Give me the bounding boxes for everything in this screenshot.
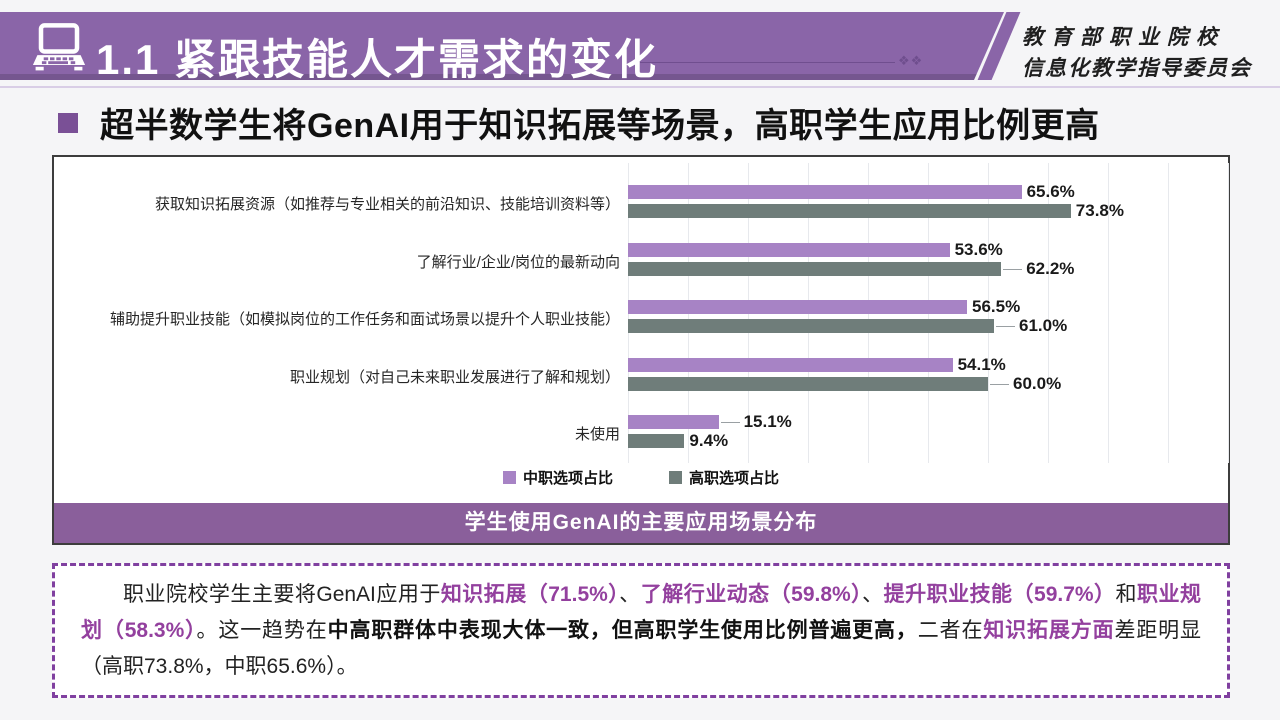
page-title: 1.1 紧跟技能人才需求的变化 [96, 36, 659, 83]
value-label-高职选项占比-0: 73.8% [1075, 201, 1124, 220]
bar-中职选项占比-0 [628, 185, 1022, 199]
laptop-icon [32, 22, 86, 77]
header-band [0, 12, 1004, 80]
legend-item-0: 中职选项占比 [502, 467, 613, 488]
chart-group-1: 了解行业/企业/岗位的最新动向 53.6% 62.2% [54, 239, 1228, 278]
organization-name: 教育部职业院校 信息化教学指导委员会 [1022, 22, 1252, 84]
summary-segment: 中高职群体中表现大体一致，但高职学生使用比例普遍更高， [327, 619, 918, 642]
organization-line1: 教育部职业院校 [1022, 25, 1225, 49]
value-label-高职选项占比-1: 62.2% [1026, 258, 1075, 278]
category-label-1: 了解行业/企业/岗位的最新动向 [416, 253, 620, 271]
gridline-70pct [1048, 163, 1049, 463]
header-flourish-decoration: ❖❖ [640, 53, 940, 76]
summary-segment: 职业规划（58.3%） [81, 583, 1201, 642]
summary-segment: 知识拓展（71.5%） [440, 583, 620, 606]
summary-segment: 二者在 [917, 619, 984, 642]
category-label-4: 未使用 [574, 426, 620, 443]
summary-text: 职业院校学生主要将GenAI应用于知识拓展（71.5%）、了解行业动态（59.8… [81, 577, 1201, 685]
bar-中职选项占比-2 [628, 300, 967, 314]
chart-group-3: 职业规划（对自己未来职业发展进行了解和规划） 54.1% 60.0% [54, 354, 1228, 393]
bar-中职选项占比-3 [628, 357, 953, 372]
value-label-中职选项占比-3: 54.1% [957, 354, 1006, 374]
leader-line [1003, 268, 1023, 270]
category-label-0: 获取知识拓展资源（如推荐与专业相关的前沿知识、技能培训资料等） [154, 196, 620, 213]
summary-segment: 。这一趋势在 [196, 619, 328, 642]
organization-line2: 信息化教学指导委员会 [1022, 56, 1252, 80]
headline-bullet-icon [58, 112, 78, 133]
value-label-高职选项占比-4: 9.4% [689, 431, 729, 450]
value-label-高职选项占比-3: 60.0% [1013, 373, 1062, 393]
gridline-90pct [1168, 163, 1169, 463]
gridline-80pct [1108, 163, 1109, 463]
legend-label: 中职选项占比 [522, 470, 613, 487]
legend-item-1: 高职选项占比 [669, 467, 779, 488]
header-divider [0, 86, 1280, 88]
summary-segment: 职业院校学生主要将GenAI应用于 [123, 583, 441, 606]
value-label-中职选项占比-4: 15.1% [743, 412, 792, 431]
leader-line [990, 383, 1009, 385]
summary-segment: 、 [619, 583, 641, 606]
chart-card: 获取知识拓展资源（如推荐与专业相关的前沿知识、技能培训资料等） 65.6% 73.8… [52, 155, 1230, 545]
summary-segment: 提升职业技能（59.7%） [883, 583, 1116, 606]
bar-中职选项占比-1 [628, 242, 950, 257]
gridline-60pct [988, 163, 989, 463]
chart-legend: 中职选项占比 高职选项占比 [54, 467, 1228, 488]
value-label-中职选项占比-1: 53.6% [954, 239, 1003, 259]
summary-segment: 差距明显（高职73.8%，中职65.6%）。 [81, 619, 1202, 678]
bar-高职选项占比-2 [628, 319, 994, 333]
value-label-中职选项占比-2: 56.5% [972, 297, 1021, 316]
summary-box: 职业院校学生主要将GenAI应用于知识拓展（71.5%）、了解行业动态（59.8… [52, 563, 1230, 698]
summary-segment: 和 [1115, 583, 1138, 606]
bar-中职选项占比-4 [628, 415, 719, 429]
chart-group-4: 未使用 15.1% 9.4% [54, 412, 1228, 450]
leader-line [720, 422, 740, 423]
bar-高职选项占比-0 [628, 204, 1071, 218]
chart-group-0: 获取知识拓展资源（如推荐与专业相关的前沿知识、技能培训资料等） 65.6% 73.8… [54, 182, 1228, 220]
chart-group-2: 辅助提升职业技能（如模拟岗位的工作任务和面试场景以提升个人职业技能） 56.5% 6… [54, 297, 1228, 335]
bar-高职选项占比-1 [628, 261, 1002, 276]
leader-line [996, 326, 1015, 327]
summary-segment: 了解行业动态（59.8%） [640, 583, 863, 606]
summary-segment: 知识拓展方面 [983, 619, 1115, 642]
headline-row: 超半数学生将GenAI用于知识拓展等场景，高职学生应用比例更高 [58, 98, 1100, 147]
summary-segment: 、 [862, 583, 884, 606]
bar-高职选项占比-3 [628, 376, 988, 391]
category-label-3: 职业规划（对自己未来职业发展进行了解和规划） [289, 368, 620, 386]
legend-swatch-icon [669, 471, 682, 484]
legend-swatch-icon [502, 471, 516, 484]
value-label-中职选项占比-0: 65.6% [1026, 182, 1075, 201]
value-label-高职选项占比-2: 61.0% [1019, 316, 1068, 335]
headline-text: 超半数学生将GenAI用于知识拓展等场景，高职学生应用比例更高 [100, 107, 1100, 145]
gridline-100pct [1228, 163, 1229, 463]
legend-label: 高职选项占比 [689, 470, 780, 487]
chart-title: 学生使用GenAI的主要应用场景分布 [54, 503, 1228, 543]
category-label-2: 辅助提升职业技能（如模拟岗位的工作任务和面试场景以提升个人职业技能） [109, 311, 620, 328]
bar-高职选项占比-4 [628, 434, 685, 448]
